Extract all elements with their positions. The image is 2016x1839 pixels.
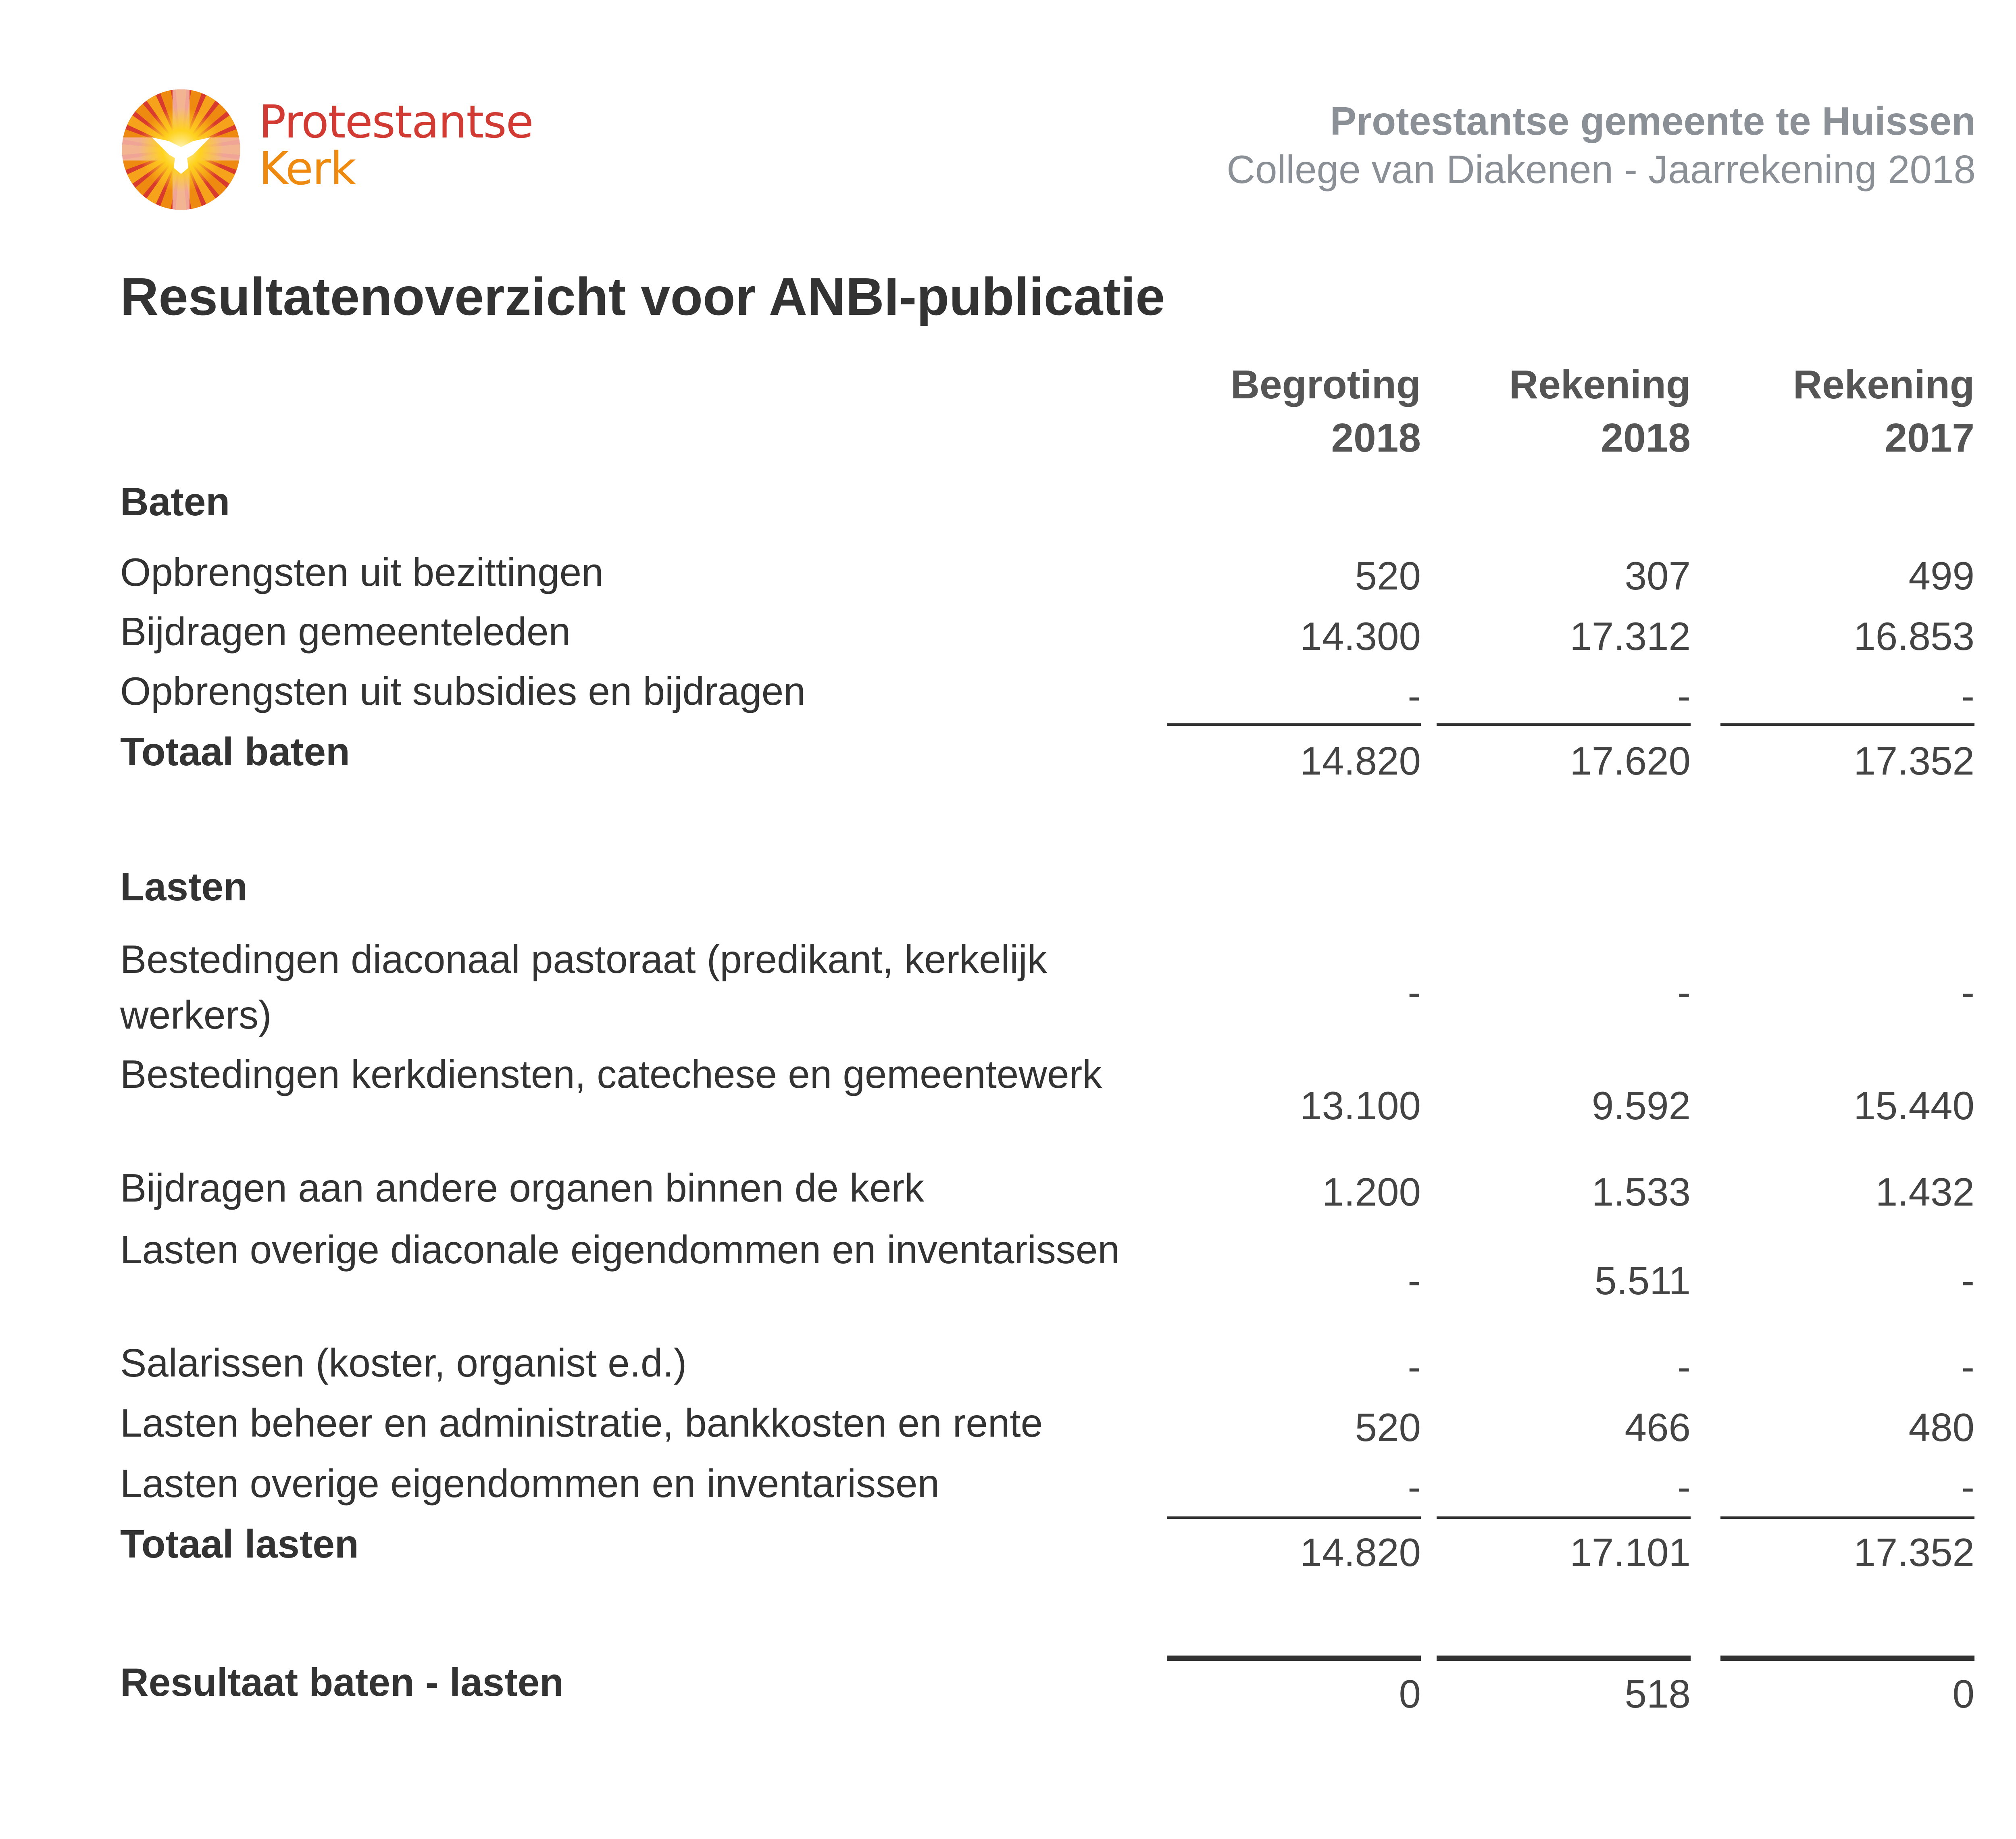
total-rule (1167, 1656, 1421, 1661)
amount-cell: - (1961, 1258, 1974, 1303)
row-label: Lasten beheer en administratie, bankkost… (120, 1401, 1043, 1445)
amount-cell: 520 (1355, 1405, 1421, 1450)
row-label: Bestedingen kerkdiensten, catechese en g… (120, 1052, 1102, 1096)
column-header-label: Begroting (1230, 362, 1421, 407)
total-rule (1720, 1656, 1974, 1661)
page-title: Resultatenoverzicht voor ANBI-publicatie (120, 267, 1165, 326)
section-label: Lasten (120, 864, 248, 909)
amount-cell: - (1677, 1465, 1691, 1509)
section-label: Totaal lasten (120, 1522, 359, 1566)
amount-cell: 0 (1399, 1672, 1421, 1716)
row-label: Lasten overige eigendommen en inventaris… (120, 1461, 940, 1506)
amount-cell: - (1408, 674, 1421, 718)
amount-cell: - (1961, 1465, 1974, 1509)
amount-cell: - (1408, 970, 1421, 1014)
amount-cell: 520 (1355, 554, 1421, 598)
total-rule (1720, 1516, 1974, 1519)
logo-text-kerk: Kerk (259, 143, 356, 195)
amount-cell: 518 (1624, 1672, 1691, 1716)
amount-cell: 14.820 (1300, 739, 1421, 783)
amount-cell: 1.432 (1875, 1170, 1974, 1214)
column-header-year: 2018 (1331, 415, 1421, 460)
row-label: Opbrengsten uit subsidies en bijdragen (120, 669, 806, 713)
amount-cell: 17.352 (1854, 739, 1974, 783)
section-label: Totaal baten (120, 729, 350, 774)
total-rule (1167, 1516, 1421, 1519)
total-rule (1720, 723, 1974, 726)
row-label: Salarissen (koster, organist e.d.) (120, 1341, 687, 1385)
section-label: Baten (120, 479, 230, 524)
amount-cell: 1.533 (1591, 1170, 1691, 1214)
column-header-year: 2017 (1885, 415, 1974, 460)
section-label: Resultaat baten - lasten (120, 1660, 564, 1704)
amount-cell: - (1961, 970, 1974, 1014)
row-label: Bijdragen aan andere organen binnen de k… (120, 1166, 925, 1210)
logo-text-protestantse: Protestantse (259, 96, 534, 148)
amount-cell: 17.312 (1570, 614, 1691, 658)
amount-cell: 466 (1624, 1405, 1691, 1450)
row-label: Bijdragen gemeenteleden (120, 609, 571, 654)
amount-cell: - (1408, 1258, 1421, 1303)
amount-cell: 9.592 (1591, 1083, 1691, 1128)
amount-cell: 16.853 (1854, 614, 1974, 658)
amount-cell: 14.300 (1300, 614, 1421, 658)
amount-cell: 15.440 (1854, 1083, 1974, 1128)
amount-cell: 17.620 (1570, 739, 1691, 783)
protestantse-kerk-logo (122, 89, 240, 210)
row-label: Bestedingen diaconaal pastoraat (predika… (120, 937, 1047, 1037)
amount-cell: 499 (1908, 554, 1974, 598)
column-header-year: 2018 (1601, 415, 1691, 460)
document-subtitle: College van Diakenen - Jaarrekening 2018 (1227, 147, 1976, 192)
amount-cell: 13.100 (1300, 1083, 1421, 1128)
total-rule (1437, 1656, 1691, 1661)
amount-cell: 5.511 (1595, 1258, 1691, 1303)
column-header-label: Rekening (1793, 362, 1974, 407)
amount-cell: 480 (1908, 1405, 1974, 1450)
amount-cell: - (1961, 674, 1974, 718)
amount-cell: 0 (1952, 1672, 1974, 1716)
column-header: Begroting 2018 (1159, 358, 1421, 464)
column-header: Rekening 2018 (1429, 358, 1691, 464)
column-header-label: Rekening (1509, 362, 1691, 407)
total-rule (1437, 1516, 1691, 1519)
row-label: Lasten overige diaconale eigendommen en … (120, 1227, 1120, 1272)
amount-cell: - (1677, 1345, 1691, 1389)
column-header: Rekening 2017 (1712, 358, 1974, 464)
row-label: Opbrengsten uit bezittingen (120, 550, 604, 594)
amount-cell: 14.820 (1300, 1530, 1421, 1575)
amount-cell: 307 (1624, 554, 1691, 598)
amount-cell: - (1408, 1465, 1421, 1509)
total-rule (1167, 723, 1421, 726)
amount-cell: - (1408, 1345, 1421, 1389)
amount-cell: 17.101 (1570, 1530, 1691, 1575)
amount-cell: - (1677, 970, 1691, 1014)
amount-cell: 17.352 (1854, 1530, 1974, 1575)
amount-cell: - (1961, 1345, 1974, 1389)
amount-cell: 1.200 (1322, 1170, 1421, 1214)
organization-name: Protestantse gemeente te Huissen (1330, 99, 1976, 143)
amount-cell: - (1677, 674, 1691, 718)
total-rule (1437, 723, 1691, 726)
